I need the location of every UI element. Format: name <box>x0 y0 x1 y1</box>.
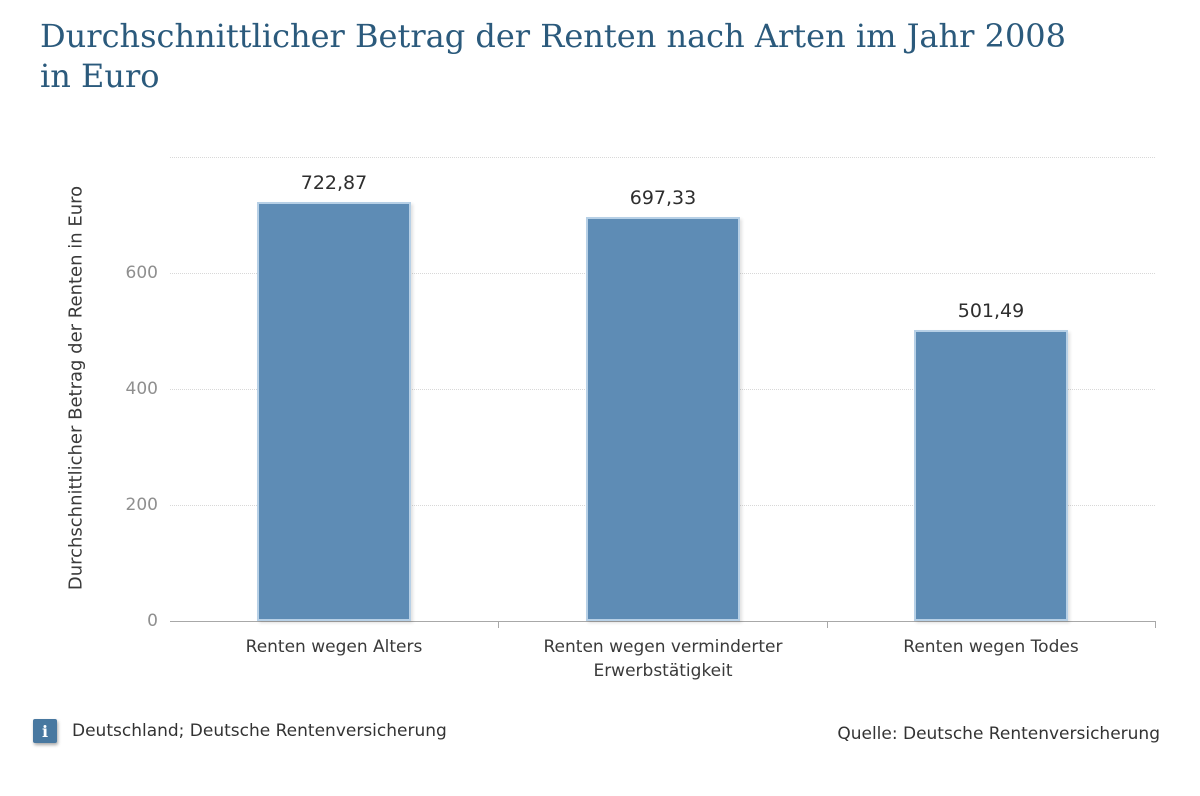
bar-value-label-3: 501,49 <box>957 300 1025 322</box>
info-icon[interactable]: i <box>33 719 57 743</box>
gridline-800 <box>170 157 1155 158</box>
x-axis-tick-1 <box>498 621 499 628</box>
x-axis-tick-2 <box>827 621 828 628</box>
x-axis-tick-3 <box>1155 621 1156 628</box>
bar-2 <box>586 217 740 621</box>
bar-value-label-1: 722,87 <box>300 172 368 194</box>
y-tick-label-400: 400 <box>125 379 158 399</box>
footer-note: i Deutschland; Deutsche Rentenversicheru… <box>33 719 447 743</box>
x-category-label-2: Renten wegen verminderter Erwerbstätigke… <box>543 637 783 681</box>
y-tick-label-200: 200 <box>125 495 158 515</box>
page-title-line-1: Durchschnittlicher Betrag der Renten nac… <box>40 17 1067 55</box>
bar-1 <box>257 202 411 621</box>
page-title-line-2: in Euro <box>40 57 160 95</box>
y-tick-label-600: 600 <box>125 263 158 283</box>
page-title: Durchschnittlicher Betrag der Renten nac… <box>40 16 1170 96</box>
footer-note-text: Deutschland; Deutsche Rentenversicherung <box>72 721 447 741</box>
source-note: Quelle: Deutsche Rentenversicherung <box>837 724 1160 744</box>
x-category-label-1: Renten wegen Alters <box>245 637 423 657</box>
bar-3 <box>914 330 1068 621</box>
x-axis-line <box>170 621 1155 622</box>
x-category-label-3: Renten wegen Todes <box>903 637 1079 657</box>
y-tick-label-0: 0 <box>147 611 158 631</box>
bar-value-label-2: 697,33 <box>629 187 697 209</box>
